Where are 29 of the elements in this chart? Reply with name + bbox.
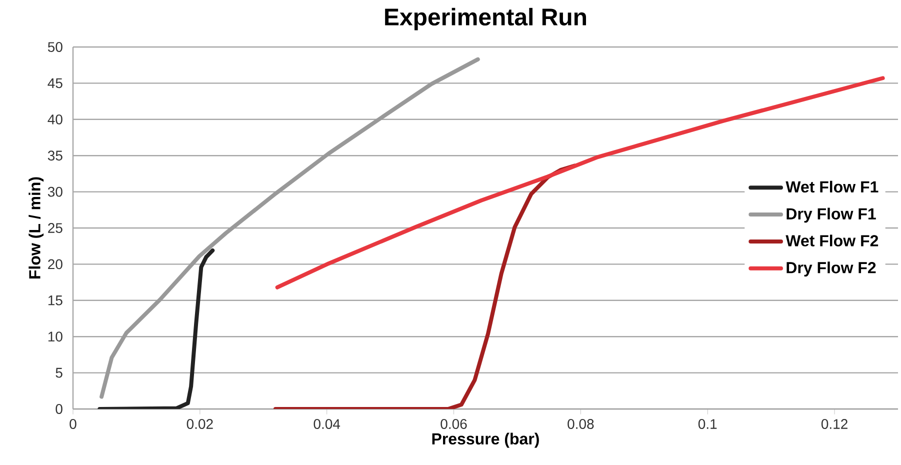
y-tick-label: 50	[48, 42, 62, 52]
x-axis-title: Pressure (bar)	[432, 432, 539, 448]
y-tick-label: 45	[48, 78, 62, 88]
y-tick-label: 15	[48, 296, 62, 306]
y-tick-label: 30	[48, 186, 62, 197]
y-tick-label: 5	[56, 368, 62, 378]
x-tick-label: 0.06	[440, 419, 467, 429]
line-series	[273, 164, 576, 409]
chart-title: Experimental Run	[385, 8, 586, 30]
y-tick-label: 35	[48, 150, 62, 161]
y-tick-label: 10	[48, 332, 62, 342]
line-series	[100, 57, 480, 399]
legend-label: Dry Flow F1	[786, 208, 876, 223]
line-series	[98, 248, 215, 409]
y-tick-label: 25	[48, 223, 62, 233]
legend-label: Wet Flow F1	[786, 180, 878, 193]
legend-label: Wet Flow F2	[786, 234, 878, 246]
line-series	[275, 76, 885, 290]
y-tick-label: 0	[56, 404, 62, 414]
y-axis-title: Flow (L / min)	[28, 177, 44, 278]
x-tick-label: 0.02	[186, 419, 213, 429]
x-tick-label: 0	[70, 419, 76, 429]
x-tick-label: 0.08	[568, 419, 594, 429]
x-tick-label: 0.1	[698, 419, 717, 429]
y-tick-label: 40	[48, 114, 62, 124]
y-tick-label: 20	[48, 259, 62, 270]
x-tick-label: 0.04	[314, 419, 340, 429]
x-tick-label: 0.12	[821, 419, 848, 429]
legend-label: Dry Flow F2	[786, 262, 876, 277]
